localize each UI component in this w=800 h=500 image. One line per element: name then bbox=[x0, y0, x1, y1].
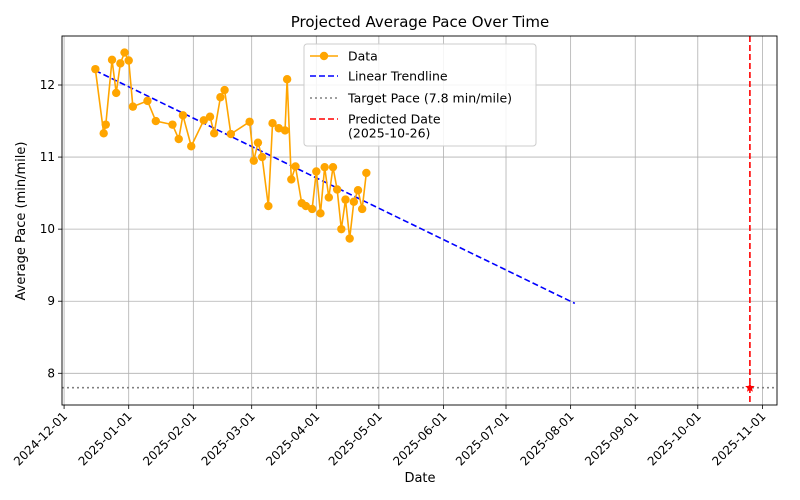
data-point bbox=[107, 55, 117, 64]
legend-label-3: Target Pace (7.8 min/mile) bbox=[347, 91, 512, 106]
y-axis-label: Average Pace (min/mile) bbox=[14, 142, 29, 301]
data-point bbox=[111, 88, 121, 98]
data-point bbox=[124, 56, 133, 65]
data-point bbox=[209, 129, 219, 138]
legend-label-2: Linear Trendline bbox=[348, 69, 448, 84]
legend-swatch-marker bbox=[319, 51, 329, 61]
data-point bbox=[312, 167, 321, 176]
data-point bbox=[253, 138, 263, 147]
data-point bbox=[226, 129, 236, 139]
data-point bbox=[301, 201, 311, 211]
data-series-layer bbox=[91, 48, 371, 243]
data-point bbox=[337, 224, 346, 234]
data-point bbox=[324, 193, 334, 202]
data-point bbox=[280, 126, 290, 135]
data-point bbox=[168, 120, 177, 129]
data-point bbox=[249, 156, 258, 165]
data-point bbox=[291, 162, 300, 171]
data-point bbox=[268, 119, 277, 128]
y-tick-label: 11 bbox=[40, 150, 55, 164]
data-point bbox=[341, 195, 350, 204]
data-point bbox=[320, 162, 329, 172]
data-point bbox=[316, 209, 325, 218]
data-point bbox=[307, 204, 317, 214]
y-tick-label: 8 bbox=[47, 366, 55, 380]
reference-lines bbox=[62, 36, 777, 405]
data-point bbox=[187, 142, 196, 151]
data-point bbox=[101, 120, 110, 129]
chart-title: Projected Average Pace Over Time bbox=[291, 13, 550, 31]
data-point bbox=[220, 85, 229, 95]
data-point bbox=[216, 93, 225, 102]
legend-box bbox=[303, 43, 537, 147]
data-point bbox=[116, 59, 125, 68]
y-tick-label: 10 bbox=[40, 222, 55, 236]
data-point bbox=[345, 234, 354, 243]
data-point bbox=[245, 117, 254, 126]
data-point bbox=[362, 168, 371, 178]
legend-label-1: Data bbox=[348, 49, 378, 64]
y-tick-label: 12 bbox=[40, 78, 55, 92]
data-point bbox=[264, 201, 273, 211]
data-point bbox=[174, 134, 183, 144]
data-point bbox=[151, 116, 161, 126]
x-axis-label: Date bbox=[404, 471, 435, 486]
data-point bbox=[143, 96, 152, 106]
y-tick-label: 9 bbox=[47, 294, 55, 308]
data-point bbox=[91, 64, 100, 74]
predicted-star-marker bbox=[745, 382, 755, 392]
legend: Data Linear Trendline Target Pace (7.8 min… bbox=[303, 43, 537, 147]
data-point bbox=[332, 185, 342, 194]
data-point bbox=[128, 102, 138, 111]
data-point bbox=[349, 197, 359, 206]
data-point bbox=[178, 111, 188, 120]
data-point bbox=[287, 175, 296, 184]
y-axis-ticks: 8 9 10 11 12 bbox=[40, 78, 62, 380]
plot-frame bbox=[61, 35, 778, 406]
data-point bbox=[99, 129, 108, 138]
data-point bbox=[120, 48, 129, 57]
data-point bbox=[199, 116, 208, 125]
data-point bbox=[257, 152, 267, 162]
data-point bbox=[353, 186, 363, 195]
data-point bbox=[282, 75, 292, 84]
data-point bbox=[328, 162, 338, 172]
data-point bbox=[357, 204, 367, 214]
plot-area-border bbox=[61, 35, 778, 406]
data-point bbox=[205, 112, 215, 121]
legend-label-4: Predicted Date (2025-10-26) bbox=[348, 112, 441, 141]
